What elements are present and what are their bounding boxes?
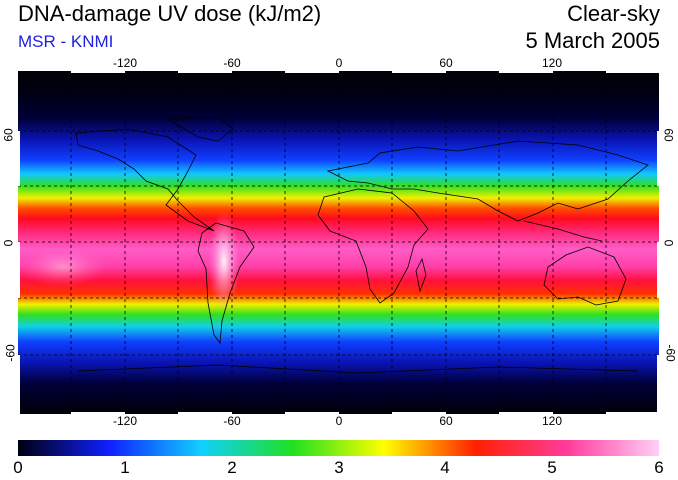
lon-tick-bottom: 60 — [439, 414, 453, 428]
colorbar — [18, 440, 659, 456]
lat-tick-right: 60 — [661, 128, 676, 142]
frame-mark — [657, 355, 659, 414]
madagascar-outline — [415, 257, 427, 293]
frame-mark — [18, 242, 20, 298]
frame-mark — [657, 131, 659, 186]
frame-mark — [285, 71, 339, 73]
colorbar-label: 6 — [654, 458, 664, 477]
colorbar-label: 4 — [440, 458, 450, 477]
colorbar-label: 1 — [120, 458, 130, 477]
colorbar-label: 2 — [227, 458, 237, 477]
lat-tick-left: 60 — [1, 128, 16, 142]
frame-mark — [178, 71, 232, 73]
lon-tick-top: 60 — [439, 56, 453, 70]
frame-mark — [18, 131, 20, 186]
antarctica-outline — [77, 364, 639, 374]
frame-mark — [392, 412, 446, 414]
lon-tick-top: -60 — [223, 56, 241, 70]
lon-tick-bottom: -120 — [112, 414, 138, 428]
greenland-outline — [166, 116, 234, 142]
frame-mark — [606, 412, 659, 414]
graticule — [18, 71, 659, 414]
colorbar-label: 5 — [547, 458, 557, 477]
eurasia-outline — [326, 140, 649, 222]
frame-mark — [18, 355, 20, 414]
lat-tick-right: -60 — [663, 344, 678, 362]
colorbar-label: 3 — [334, 458, 344, 477]
frame-mark — [657, 242, 659, 298]
lon-tick-top: 120 — [541, 56, 563, 70]
indonesia-outline — [523, 220, 603, 242]
uv-dose-map — [18, 71, 659, 414]
lon-tick-bottom: -60 — [223, 414, 241, 428]
map-date: 5 March 2005 — [525, 28, 660, 53]
colorbar-gradient — [18, 440, 659, 456]
andes-high-dose — [208, 211, 240, 311]
frame-mark — [71, 412, 125, 414]
frame-mark — [392, 71, 446, 73]
south-america-outline — [197, 222, 255, 345]
frame-mark — [285, 412, 339, 414]
frame-mark — [606, 71, 659, 73]
frame-mark — [499, 71, 553, 73]
map-frame-marks — [18, 71, 659, 414]
lon-tick-top: 0 — [335, 56, 343, 70]
frame-mark — [178, 412, 232, 414]
north-america-outline — [75, 128, 215, 232]
colorbar-label: 0 — [13, 458, 23, 477]
lat-tick-left: 0 — [1, 239, 16, 247]
uv-dose-field — [18, 71, 659, 414]
pacific-high-dose — [18, 247, 108, 287]
lon-tick-top: -120 — [112, 56, 138, 70]
map-source: MSR - KNMI — [18, 32, 114, 51]
coastlines — [75, 116, 649, 374]
sky-condition: Clear-sky — [567, 1, 660, 26]
map-title: DNA-damage UV dose (kJ/m2) — [18, 1, 322, 26]
lat-tick-right: 0 — [661, 239, 676, 247]
lat-tick-left: -60 — [3, 344, 18, 362]
lon-tick-bottom: 120 — [541, 414, 563, 428]
frame-mark — [499, 412, 553, 414]
frame-mark — [71, 71, 125, 73]
lon-tick-bottom: 0 — [335, 414, 343, 428]
